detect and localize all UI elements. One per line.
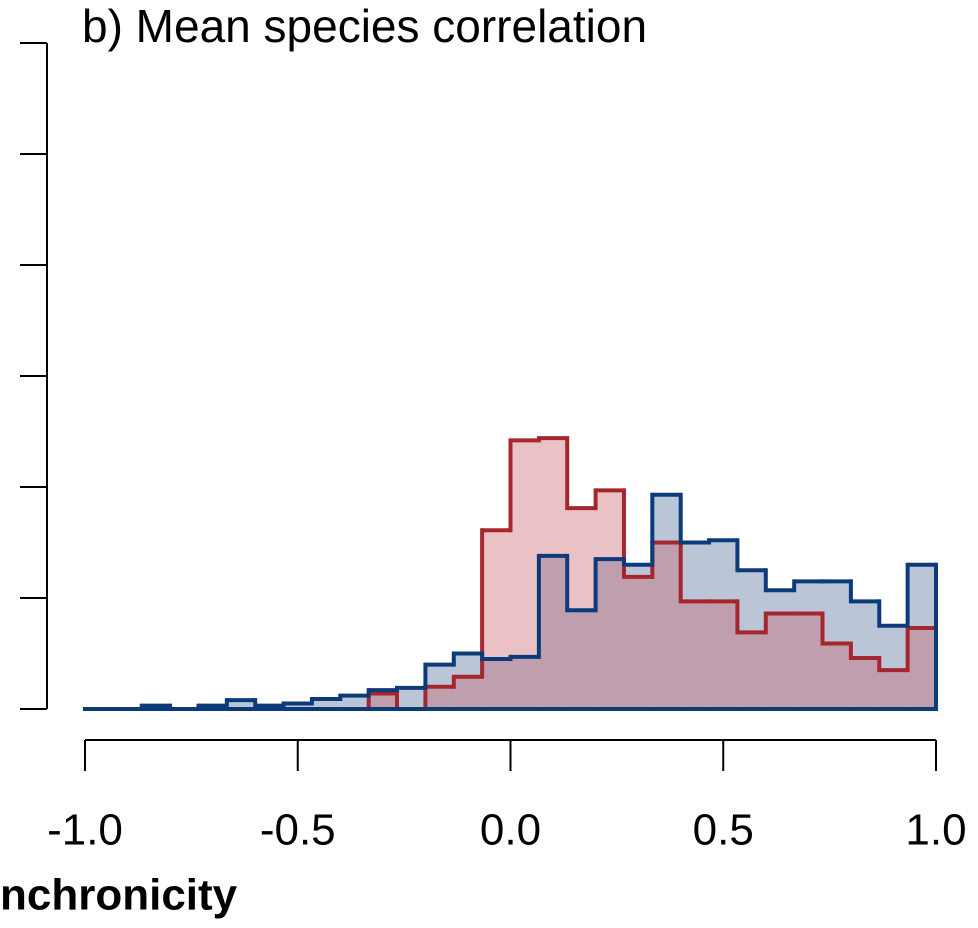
x-tick-label: 0.5 <box>693 806 754 855</box>
histogram-bar <box>737 632 766 709</box>
histogram-bar <box>652 494 681 709</box>
histogram-bar <box>907 564 936 709</box>
histogram-bar <box>425 686 454 709</box>
histogram-bar <box>879 625 908 709</box>
x-tick-label: -0.5 <box>260 806 336 855</box>
histogram-bar <box>765 613 795 709</box>
histogram-bar <box>680 542 710 709</box>
histogram-bar <box>567 610 596 709</box>
histogram-bar <box>623 576 653 709</box>
histogram-bar <box>595 559 624 709</box>
histogram-bar <box>794 613 823 709</box>
histogram-bar <box>453 676 483 709</box>
histogram-bar <box>794 581 823 709</box>
x-tick-label: 0.0 <box>480 806 541 855</box>
histogram-bar <box>482 659 511 709</box>
histogram-bar <box>510 440 539 709</box>
histogram-bar <box>482 530 511 709</box>
histogram-bar <box>226 700 256 709</box>
x-tick-label: 1.0 <box>905 806 966 855</box>
histogram-bar <box>680 601 710 709</box>
histogram-bar <box>709 540 738 709</box>
histogram-bar <box>623 564 653 709</box>
histogram-bar <box>453 653 483 709</box>
histogram-bar <box>283 703 312 709</box>
x-axis-label: nchronicity <box>0 871 238 920</box>
histogram-bar <box>538 555 568 709</box>
histogram-bar <box>850 657 880 709</box>
histogram-bar <box>510 656 539 709</box>
histogram-bar <box>538 438 568 709</box>
histogram-bar <box>822 643 851 709</box>
histogram-bar <box>765 590 795 709</box>
histogram-bar <box>709 601 738 709</box>
histogram-bar <box>595 490 624 709</box>
histogram-bar <box>340 695 369 709</box>
histogram-bar <box>652 542 681 709</box>
histogram-bar <box>907 627 936 709</box>
histogram-bar <box>737 570 766 709</box>
x-tick-label: -1.0 <box>47 806 123 855</box>
histogram-bar <box>879 670 908 709</box>
histogram-bar <box>850 601 880 709</box>
histogram-bar <box>397 687 426 709</box>
histogram-bar <box>311 699 341 709</box>
chart-title: b) Mean species correlation <box>82 0 647 52</box>
histogram-bar <box>368 693 398 709</box>
